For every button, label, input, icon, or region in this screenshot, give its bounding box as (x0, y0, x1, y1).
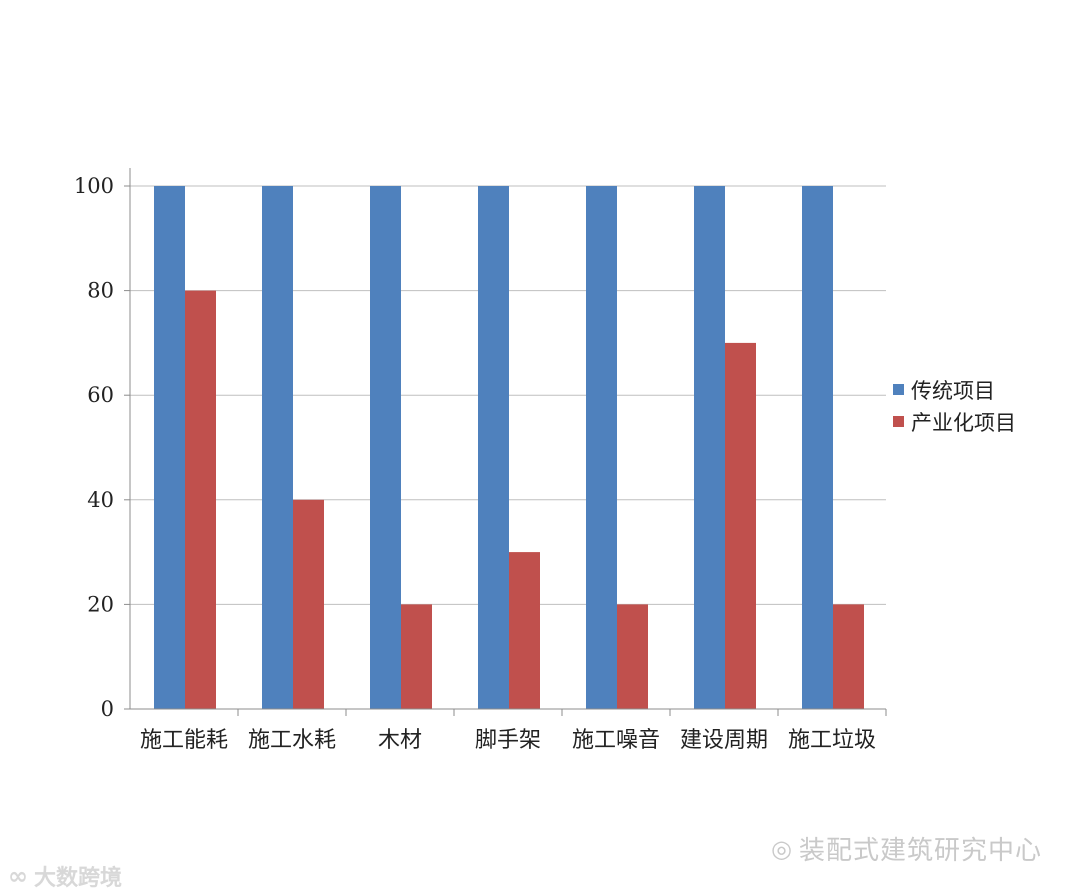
x-tick-label: 脚手架 (475, 728, 541, 753)
bar-traditional (262, 186, 293, 709)
wechat-icon: ◎ (771, 834, 793, 863)
bar-industrialized (725, 342, 756, 709)
watermark-left-text: 大数跨境 (34, 866, 123, 891)
bar-industrialized (509, 552, 540, 709)
x-tick-label: 施工能耗 (140, 728, 228, 753)
legend-swatch (893, 384, 904, 395)
bar-industrialized (185, 290, 216, 709)
y-tick-label: 20 (87, 592, 114, 616)
bar-traditional (154, 186, 185, 709)
bar-industrialized (833, 604, 864, 709)
bar-industrialized (617, 604, 648, 709)
legend-label: 产业化项目 (911, 411, 1016, 435)
y-tick-label: 40 (87, 488, 114, 512)
y-tick-label: 100 (74, 174, 114, 198)
watermark-right: ◎ 装配式建筑研究中心 (771, 830, 1042, 867)
y-tick-label: 60 (87, 383, 114, 407)
legend-swatch (893, 416, 904, 427)
x-tick-label: 施工水耗 (248, 728, 336, 753)
legend-label: 传统项目 (911, 379, 995, 403)
x-tick-label: 木材 (378, 728, 422, 753)
bar-traditional (694, 186, 725, 709)
axes: 0 20 40 60 80 100 施工能耗 施工水耗 木材 脚手架 施工噪音 建设周期 施工垃圾 (74, 168, 887, 753)
x-tick-label: 施工垃圾 (788, 728, 876, 753)
y-tick-label: 0 (101, 697, 114, 721)
logo-icon: ∞ (8, 862, 28, 890)
bar-industrialized (401, 604, 432, 709)
bar-traditional (370, 186, 401, 709)
x-tick-label: 建设周期 (680, 728, 768, 753)
bar-traditional (586, 186, 617, 709)
watermark-left: ∞ 大数跨境 (8, 860, 122, 892)
bars (154, 186, 864, 709)
bar-industrialized (293, 499, 324, 709)
y-tick-label: 80 (87, 279, 114, 303)
bar-traditional (802, 186, 833, 709)
x-tick-label: 施工噪音 (572, 728, 660, 753)
watermark-right-text: 装配式建筑研究中心 (798, 836, 1042, 866)
bar-traditional (478, 186, 509, 709)
